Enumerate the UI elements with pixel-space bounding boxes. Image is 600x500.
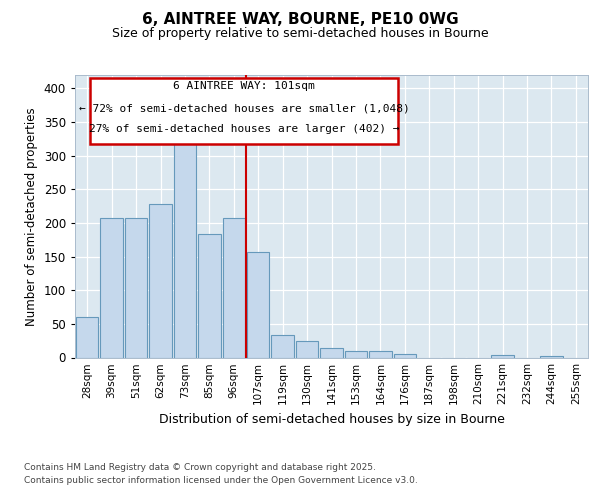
Text: Size of property relative to semi-detached houses in Bourne: Size of property relative to semi-detach… xyxy=(112,28,488,40)
Text: 27% of semi-detached houses are larger (402) →: 27% of semi-detached houses are larger (… xyxy=(89,124,400,134)
FancyBboxPatch shape xyxy=(91,78,398,144)
Bar xyxy=(296,340,319,357)
Y-axis label: Number of semi-detached properties: Number of semi-detached properties xyxy=(25,107,38,326)
Text: ← 72% of semi-detached houses are smaller (1,048): ← 72% of semi-detached houses are smalle… xyxy=(79,104,410,114)
Text: Contains HM Land Registry data © Crown copyright and database right 2025.: Contains HM Land Registry data © Crown c… xyxy=(24,462,376,471)
Text: 6, AINTREE WAY, BOURNE, PE10 0WG: 6, AINTREE WAY, BOURNE, PE10 0WG xyxy=(142,12,458,28)
Bar xyxy=(100,218,123,358)
Bar xyxy=(173,140,196,358)
Bar xyxy=(369,352,392,358)
Bar xyxy=(344,351,367,358)
Bar xyxy=(394,354,416,358)
Text: Contains public sector information licensed under the Open Government Licence v3: Contains public sector information licen… xyxy=(24,476,418,485)
Bar xyxy=(271,336,294,357)
Bar xyxy=(125,218,148,358)
Bar xyxy=(76,317,98,358)
Bar xyxy=(540,356,563,358)
X-axis label: Distribution of semi-detached houses by size in Bourne: Distribution of semi-detached houses by … xyxy=(158,413,505,426)
Text: 6 AINTREE WAY: 101sqm: 6 AINTREE WAY: 101sqm xyxy=(173,80,315,90)
Bar xyxy=(223,218,245,358)
Bar xyxy=(247,252,269,358)
Bar xyxy=(491,356,514,358)
Bar xyxy=(198,234,221,358)
Bar xyxy=(149,204,172,358)
Bar xyxy=(320,348,343,358)
